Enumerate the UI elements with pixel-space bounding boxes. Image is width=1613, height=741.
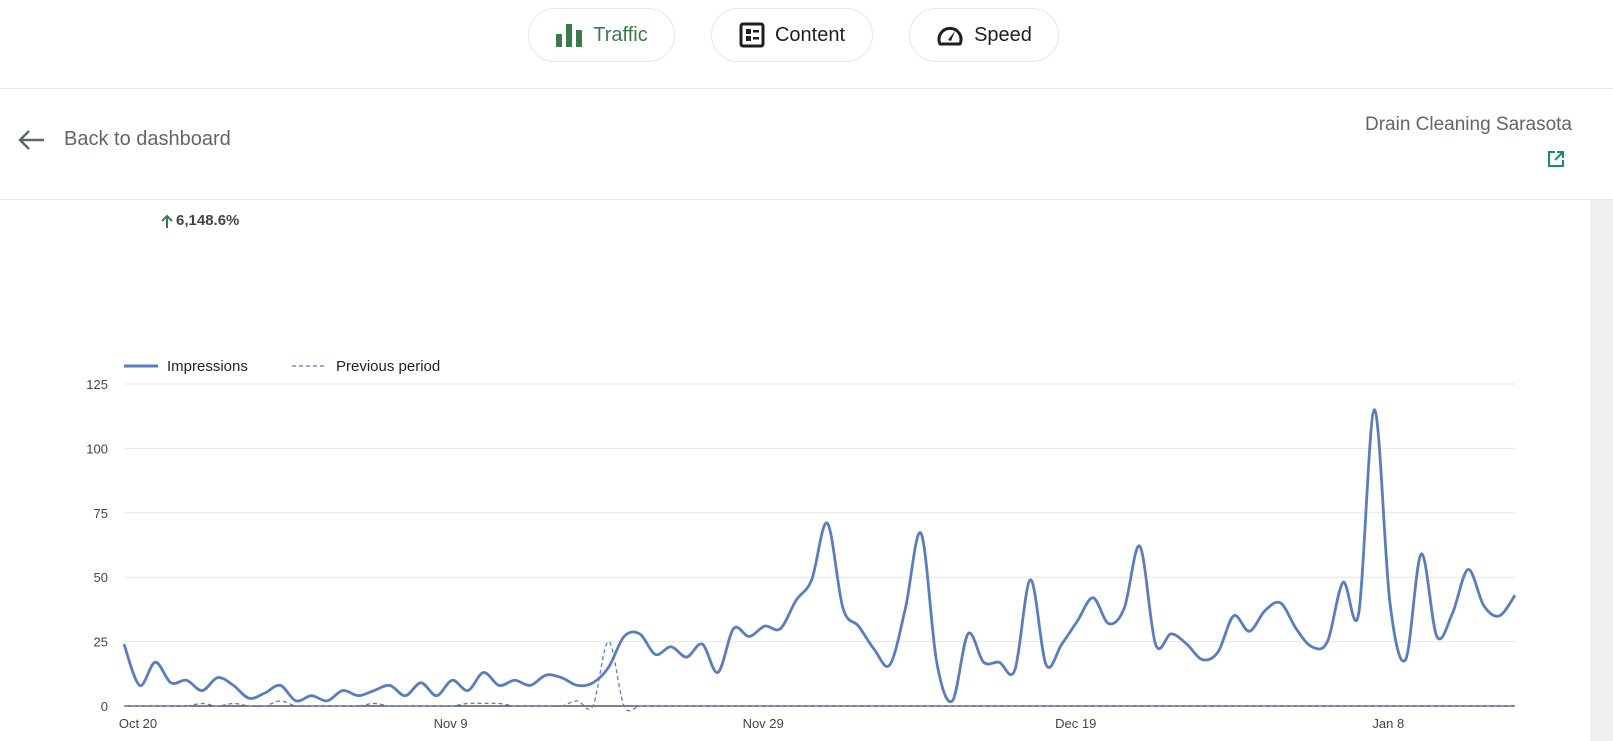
open-in-new-icon[interactable]: [1547, 150, 1565, 173]
speedometer-icon: [937, 26, 963, 46]
tab-traffic[interactable]: Traffic: [528, 8, 675, 62]
arrow-up-icon: [161, 214, 173, 228]
tab-content[interactable]: Content: [711, 8, 873, 62]
x-tick-label: Nov 9: [434, 716, 468, 731]
change-indicator: 6,148.6%: [161, 212, 239, 229]
x-tick-label: Nov 29: [743, 716, 784, 731]
tab-content-label: Content: [774, 23, 846, 46]
legend-previous-label: Previous period: [336, 358, 440, 375]
change-value: 6,148.6%: [176, 212, 240, 229]
site-name: Drain Cleaning Sarasota: [1364, 114, 1572, 135]
x-tick-label: Dec 19: [1055, 716, 1096, 731]
nav-divider: [0, 88, 1613, 89]
x-tick-label: Oct 20: [119, 716, 157, 731]
y-tick-label: 0: [101, 699, 108, 714]
bar-chart-icon: [556, 24, 583, 47]
impressions-line: [122, 408, 1517, 704]
legend-impressions-label: Impressions: [167, 358, 248, 375]
tab-speed[interactable]: Speed: [909, 8, 1059, 62]
header-divider: [0, 199, 1613, 200]
x-tick-label: Jan 8: [1372, 716, 1404, 731]
y-tick-label: 50: [94, 570, 108, 585]
y-tick-label: 25: [94, 635, 108, 650]
y-tick-label: 125: [86, 377, 108, 392]
back-label: Back to dashboard: [64, 128, 231, 150]
content-list-icon: [739, 22, 765, 48]
previous-period-line: [124, 640, 1515, 712]
back-to-dashboard-link[interactable]: Back to dashboard: [18, 128, 231, 151]
tab-traffic-label: Traffic: [593, 23, 648, 46]
tab-speed-label: Speed: [974, 23, 1032, 46]
arrow-left-icon: [18, 129, 44, 150]
y-tick-label: 75: [94, 506, 108, 521]
scrollbar-track[interactable]: [1590, 200, 1613, 741]
y-tick-label: 100: [86, 441, 108, 456]
